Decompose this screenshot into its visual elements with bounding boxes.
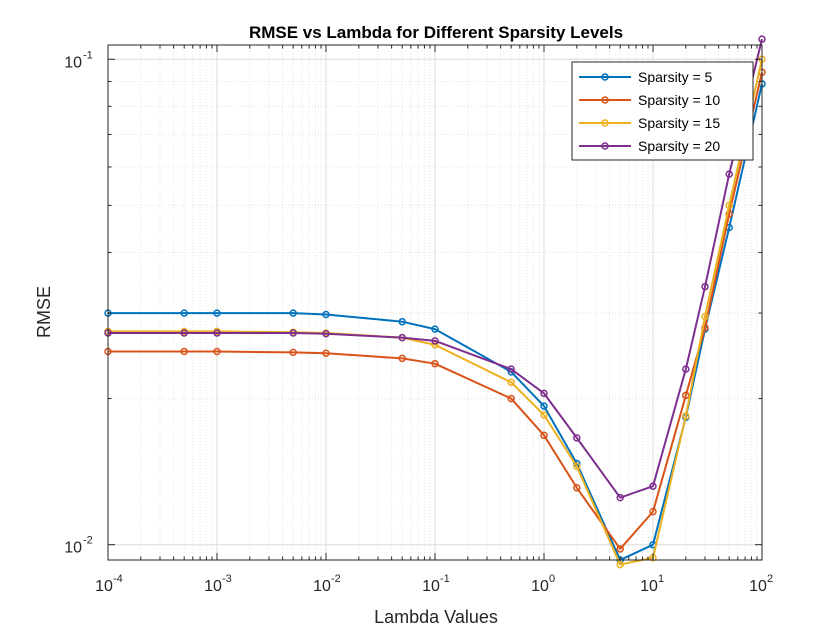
data-point — [289, 329, 297, 337]
data-point — [725, 201, 733, 210]
x-tick-exponent: 0 — [549, 573, 555, 585]
data-point — [213, 329, 221, 337]
data-point — [573, 434, 581, 442]
series-4 — [104, 35, 766, 502]
data-point — [507, 378, 515, 387]
data-point — [573, 462, 581, 471]
data-point — [289, 348, 297, 357]
chart-title: RMSE vs Lambda for Different Sparsity Le… — [249, 23, 623, 42]
legend-label: Sparsity = 5 — [638, 69, 713, 85]
tick-labels: 10 -4 10 -3 10 -2 10 -1 10 0 10 1 10 210 -210 -1 — [64, 49, 773, 595]
y-tick-exponent: -1 — [83, 49, 93, 61]
x-tick-exponent: -4 — [113, 573, 123, 585]
data-point — [289, 309, 297, 317]
data-point — [682, 412, 690, 420]
data-point — [616, 560, 624, 569]
data-point — [322, 329, 330, 338]
series-line — [108, 38, 763, 499]
x-tick-label: 10 — [313, 578, 331, 595]
data-point — [507, 365, 515, 373]
legend-swatch-marker — [601, 73, 609, 81]
data-point — [758, 35, 766, 43]
data-point — [682, 365, 690, 373]
data-point — [540, 389, 548, 398]
x-tick-exponent: -3 — [222, 573, 232, 585]
data-point — [180, 347, 188, 356]
x-tick-label: 10 — [204, 578, 222, 595]
data-point — [398, 354, 406, 363]
legend-swatch-marker — [601, 142, 609, 150]
data-point — [431, 359, 439, 368]
data-point — [322, 349, 330, 357]
y-axis-label: RMSE — [34, 286, 54, 338]
data-point — [180, 329, 188, 337]
legend: Sparsity = 5 Sparsity = 10 Sparsity = 15 Sp… — [571, 61, 754, 161]
legend-item: Sparsity = 5 — [579, 69, 713, 85]
legend-label: Sparsity = 10 — [638, 92, 720, 108]
data-point — [398, 333, 406, 342]
legend-label: Sparsity = 20 — [638, 138, 720, 154]
axis-ticks — [107, 45, 763, 560]
x-tick-exponent: -1 — [440, 573, 450, 585]
data-point — [649, 507, 657, 516]
legend-item: Sparsity = 10 — [579, 92, 720, 108]
legend-label: Sparsity = 15 — [638, 115, 720, 131]
series-line — [108, 59, 763, 566]
x-tick-label: 10 — [749, 578, 767, 595]
data-point — [573, 484, 581, 492]
data-point — [701, 312, 709, 321]
x-tick-label: 10 — [95, 578, 113, 595]
legend-item: Sparsity = 15 — [579, 115, 720, 131]
x-axis-label: Lambda Values — [374, 607, 498, 627]
y-tick-label: 10 — [64, 540, 82, 557]
data-point — [725, 170, 733, 178]
x-tick-exponent: 1 — [658, 573, 664, 585]
x-tick-exponent: -2 — [331, 573, 341, 585]
y-tick-exponent: -2 — [83, 535, 93, 547]
data-point — [213, 309, 221, 317]
legend-swatch-marker — [601, 119, 609, 127]
data-point — [540, 402, 548, 410]
x-tick-label: 10 — [640, 578, 658, 595]
data-point — [725, 210, 733, 218]
data-point — [431, 325, 439, 333]
data-point — [616, 493, 624, 502]
x-tick-label: 10 — [422, 578, 440, 595]
data-point — [322, 310, 330, 319]
data-point — [180, 309, 188, 317]
x-tick-exponent: 2 — [767, 573, 773, 585]
series-line — [108, 83, 763, 561]
series-layer — [104, 35, 766, 569]
data-point — [649, 482, 657, 490]
data-point — [616, 545, 624, 553]
data-point — [213, 347, 221, 356]
y-tick-label: 10 — [64, 54, 82, 71]
legend-swatch-marker — [601, 96, 609, 104]
data-point — [507, 394, 515, 403]
legend-item: Sparsity = 20 — [579, 138, 720, 154]
data-point — [540, 411, 548, 419]
x-tick-label: 10 — [531, 578, 549, 595]
data-point — [701, 282, 709, 291]
data-point — [540, 431, 548, 440]
data-point — [431, 337, 439, 345]
data-point — [398, 317, 406, 326]
